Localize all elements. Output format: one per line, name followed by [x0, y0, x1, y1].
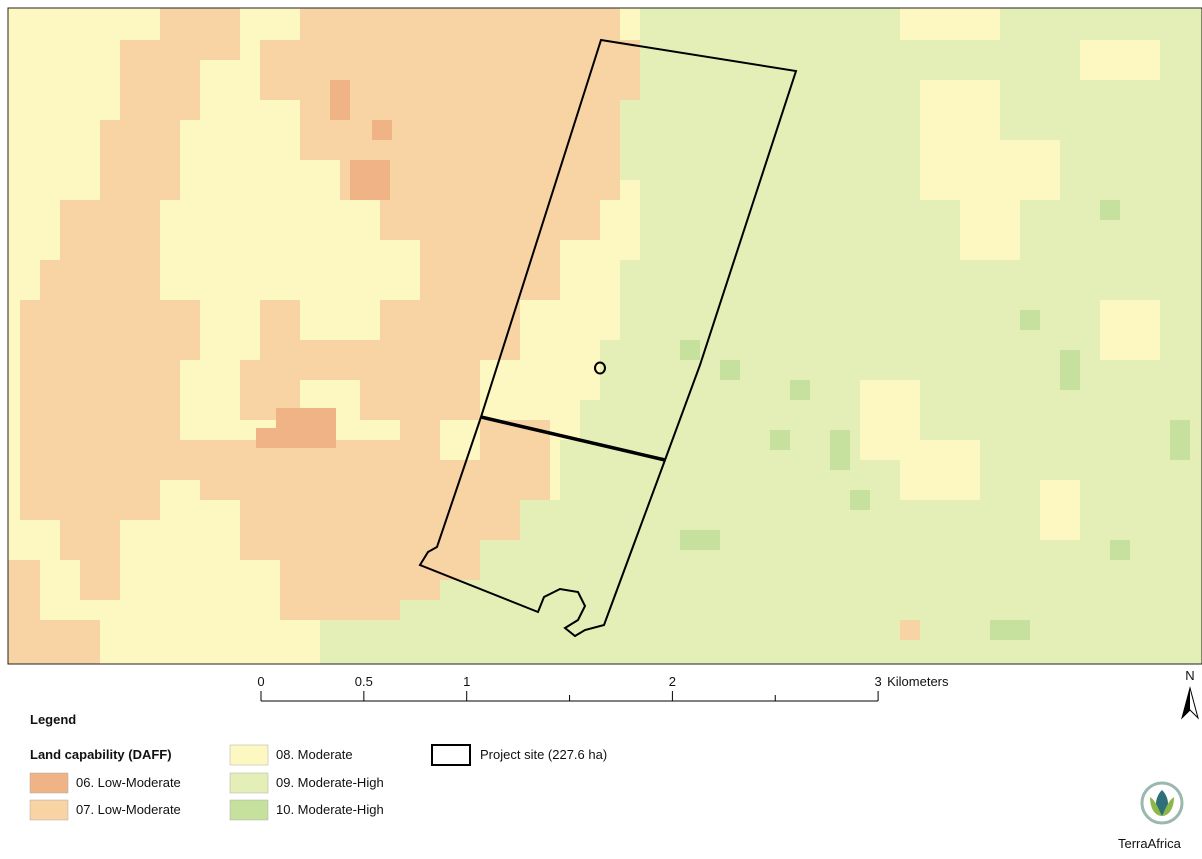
raster-area [350, 160, 390, 200]
raster-area [8, 560, 100, 664]
raster-area [680, 530, 720, 550]
legend-label: 08. Moderate [276, 747, 353, 762]
scale-unit: Kilometers [887, 674, 949, 689]
north-label: N [1185, 668, 1194, 683]
scale-tick-label: 0 [257, 674, 264, 689]
raster-area [8, 8, 640, 600]
logo-leaf [1150, 797, 1162, 816]
logo-leaf [1162, 797, 1174, 816]
raster-area [276, 408, 336, 448]
north-arrow-half [1182, 688, 1190, 718]
raster-area [850, 490, 870, 510]
logo-text: TerraAfrica [1118, 836, 1182, 851]
legend-swatch [229, 772, 269, 794]
legend: 06. Low-Moderate 07. Low-Moderate 08. Mode… [29, 744, 384, 821]
raster-area [790, 380, 810, 400]
raster-area [900, 620, 920, 640]
exclusion-area [594, 361, 606, 375]
legend-swatch [29, 772, 69, 794]
project-site [418, 38, 798, 638]
project-site-swatch [431, 744, 471, 766]
scale-bar: 0 0.5 1 2 3 Kilometers [257, 674, 949, 702]
legend-swatch [229, 799, 269, 821]
legend-label: 07. Low-Moderate [76, 802, 181, 817]
legend-swatch [229, 744, 269, 766]
raster-area [1020, 310, 1040, 330]
logo: TerraAfrica [1118, 781, 1184, 851]
legend-group-title: Land capability (DAFF) [30, 747, 172, 762]
raster-area [990, 620, 1030, 640]
raster-area [330, 80, 350, 120]
raster-area [720, 360, 740, 380]
raster-area [1110, 540, 1130, 560]
raster-area [1100, 300, 1160, 360]
raster-area [1100, 200, 1120, 220]
raster-area [1040, 480, 1080, 540]
scale-tick-label: 2 [669, 674, 676, 689]
legend-label: 09. Moderate-High [276, 775, 384, 790]
map-frame [7, 7, 1202, 665]
legend-swatch [29, 799, 69, 821]
logo-leaf [1156, 790, 1168, 816]
raster-area [1170, 420, 1190, 460]
scale-tick-label: 0.5 [355, 674, 373, 689]
internal-boundary [480, 415, 666, 462]
legend-title: Legend [30, 712, 76, 727]
land-capability-raster [8, 8, 1202, 664]
legend-label: 10. Moderate-High [276, 802, 384, 817]
legend-label: 06. Low-Moderate [76, 775, 181, 790]
raster-area [200, 420, 550, 664]
raster-area [1080, 40, 1160, 80]
scale-tick-label: 1 [463, 674, 470, 689]
raster-area [770, 430, 790, 450]
raster-area [256, 428, 276, 448]
scale-tick-label: 3 [874, 674, 881, 689]
raster-area [1060, 350, 1080, 390]
raster-area [372, 120, 392, 140]
raster-area [860, 380, 980, 500]
raster-area [830, 430, 850, 470]
project-site-label: Project site (227.6 ha) [480, 747, 607, 762]
raster-area [680, 340, 700, 360]
raster-area [920, 80, 1060, 260]
